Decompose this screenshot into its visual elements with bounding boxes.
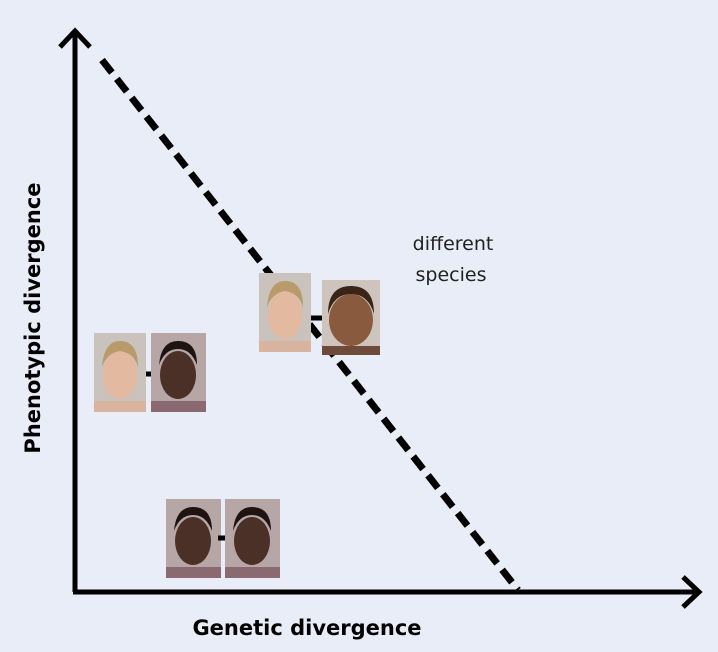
y-axis-arrow [58, 27, 92, 49]
y-axis-label: Phenotypic divergence [21, 182, 45, 453]
x-axis-arrow [681, 575, 703, 609]
face-pair [166, 499, 280, 578]
face-photo [94, 333, 146, 412]
face-photo [259, 273, 311, 352]
annotation-line: species [416, 264, 487, 286]
x-axis-label: Genetic divergence [192, 616, 421, 640]
face-pair [94, 333, 206, 412]
face-photo [151, 333, 206, 412]
face-photo [225, 499, 280, 578]
face-pair [259, 273, 380, 355]
face-photo [322, 280, 380, 355]
annotation-line: different [413, 233, 494, 255]
face-photo [166, 499, 221, 578]
